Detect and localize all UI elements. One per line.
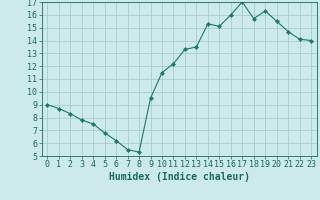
X-axis label: Humidex (Indice chaleur): Humidex (Indice chaleur) xyxy=(109,172,250,182)
